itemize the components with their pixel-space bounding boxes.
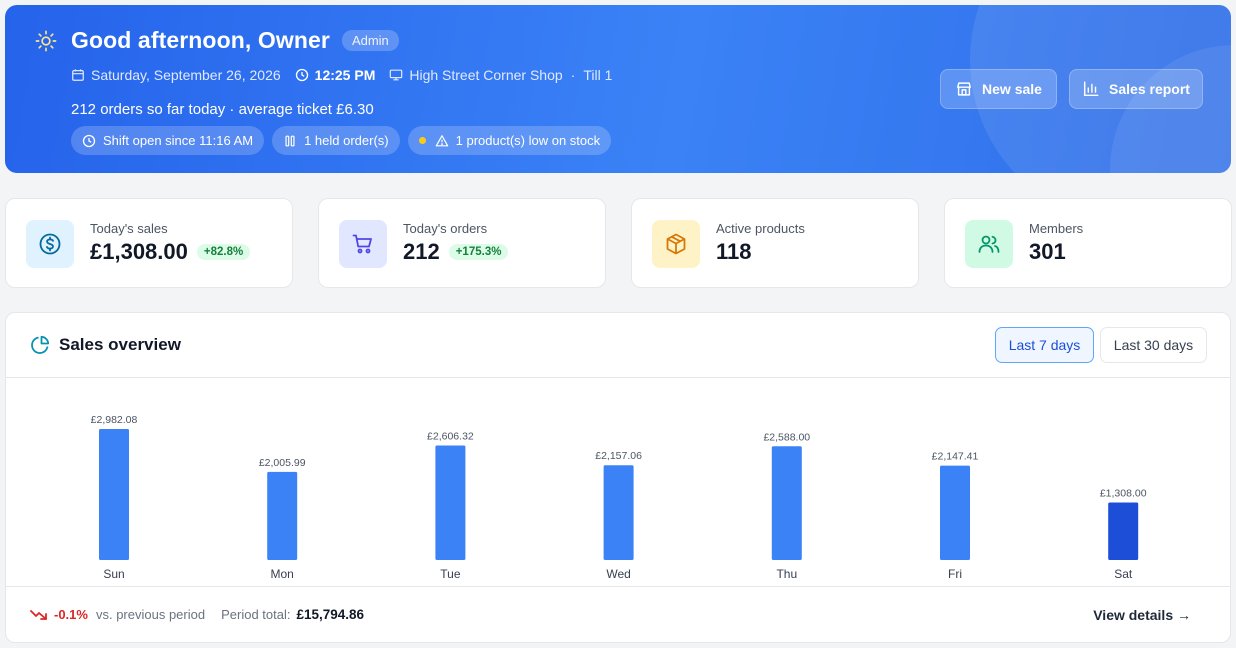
stat-delta-badge: +82.8% — [196, 244, 251, 260]
stat-label: Today's orders — [403, 221, 488, 236]
stat-value-text: 118 — [716, 239, 752, 264]
panel-footer: -0.1% vs. previous period Period total: … — [6, 586, 1230, 642]
x-tick-label: Thu — [776, 567, 797, 581]
x-tick-label: Wed — [606, 567, 630, 581]
sales-overview-panel: Sales overview Last 7 days Last 30 days … — [5, 312, 1231, 643]
session-meta: Saturday, September 26, 2026 12:25 PM Hi… — [71, 67, 612, 83]
low-stock-chip[interactable]: 1 product(s) low on stock — [407, 126, 612, 155]
stat-card-todays-orders: Today's orders 212 +175.3% — [318, 198, 606, 288]
stat-value: £1,308.00 +82.8% — [90, 239, 251, 265]
sales-report-label: Sales report — [1109, 81, 1190, 97]
new-sale-label: New sale — [982, 81, 1042, 97]
warning-icon — [435, 134, 449, 148]
sales-bar-chart: £2,982.08 Sun £2,005.99 Mon £2,606.32 Tue £2,1… — [6, 379, 1230, 586]
bar-value-label: £2,005.99 — [259, 457, 306, 469]
clock-icon — [82, 134, 96, 148]
bar-chart-icon — [1082, 80, 1100, 98]
sun-icon — [35, 30, 57, 52]
trending-down-icon — [30, 608, 48, 622]
bar-wed[interactable] — [603, 465, 634, 560]
role-badge: Admin — [341, 30, 399, 51]
cart-icon — [339, 220, 387, 268]
stat-value: 301 — [1029, 239, 1066, 265]
stat-label: Today's sales — [90, 221, 168, 236]
x-tick-label: Sat — [1114, 567, 1133, 581]
bar-thu[interactable] — [771, 446, 802, 560]
held-orders-label: 1 held order(s) — [304, 133, 389, 148]
sales-report-button[interactable]: Sales report — [1069, 69, 1203, 109]
bar-tue[interactable] — [435, 445, 466, 560]
shift-chip[interactable]: Shift open since 11:16 AM — [71, 126, 265, 155]
dollar-icon — [26, 220, 74, 268]
clock-icon — [295, 68, 309, 82]
users-icon — [965, 220, 1013, 268]
low-stock-dot — [418, 137, 426, 144]
monitor-icon — [389, 68, 403, 82]
calendar-icon — [71, 68, 85, 82]
today-summary: 212 orders so far today · average ticket… — [71, 101, 374, 118]
bar-value-label: £2,147.41 — [932, 451, 979, 463]
bar-value-label: £2,982.08 — [91, 414, 138, 426]
stat-card-todays-sales: Today's sales £1,308.00 +82.8% — [5, 198, 293, 288]
x-tick-label: Tue — [440, 567, 461, 581]
bar-sun[interactable] — [99, 429, 129, 560]
stat-label: Members — [1029, 221, 1084, 236]
decorative-circle — [970, 5, 1231, 173]
x-tick-label: Mon — [271, 567, 294, 581]
bar-sat[interactable] — [1108, 502, 1139, 560]
period-total-value: £15,794.86 — [296, 607, 365, 622]
greeting-title: Good afternoon, Owner — [71, 27, 330, 53]
period-change-caption: vs. previous period — [95, 607, 206, 622]
bar-value-label: £2,588.00 — [763, 431, 810, 443]
current-time: 12:25 PM — [314, 67, 376, 83]
bar-value-label: £2,157.06 — [595, 450, 642, 462]
package-icon — [652, 220, 700, 268]
pause-icon — [283, 134, 297, 148]
welcome-banner: Good afternoon, Owner Admin Saturday, Se… — [5, 5, 1231, 173]
stat-value: 118 — [716, 239, 752, 265]
stat-card-active-products: Active products 118 — [631, 198, 919, 288]
panel-header: Sales overview Last 7 days Last 30 days — [6, 313, 1230, 378]
stat-card-members: Members 301 — [944, 198, 1232, 288]
x-tick-label: Sun — [103, 567, 124, 581]
bar-value-label: £1,308.00 — [1100, 488, 1147, 500]
held-orders-chip[interactable]: 1 held order(s) — [272, 126, 400, 155]
range-last-30-days[interactable]: Last 30 days — [1100, 327, 1207, 363]
stat-value-text: 212 — [403, 239, 440, 264]
greeting-row: Good afternoon, Owner Admin — [35, 27, 399, 54]
view-details-link[interactable]: View details → — [1093, 607, 1191, 623]
stat-value-text: 301 — [1029, 239, 1066, 264]
shift-chip-label: Shift open since 11:16 AM — [103, 133, 254, 148]
bar-value-label: £2,606.32 — [427, 431, 474, 443]
bar-chart-svg: £2,982.08 Sun £2,005.99 Mon £2,606.32 Tue £2,1… — [91, 414, 1147, 581]
stat-value-text: £1,308.00 — [90, 239, 188, 264]
range-last-7-days[interactable]: Last 7 days — [995, 327, 1094, 363]
period-comparison: -0.1% vs. previous period Period total: … — [30, 607, 364, 622]
new-sale-button[interactable]: New sale — [940, 69, 1057, 109]
stat-value: 212 +175.3% — [403, 239, 509, 265]
store-icon — [955, 80, 973, 98]
bar-fri[interactable] — [940, 465, 970, 560]
status-chips: Shift open since 11:16 AM 1 held order(s… — [71, 126, 619, 155]
till-name: Till 1 — [583, 67, 613, 83]
period-change: -0.1% — [54, 607, 88, 622]
x-tick-label: Fri — [948, 567, 962, 581]
meta-separator: · — [570, 67, 576, 83]
bar-mon[interactable] — [267, 471, 298, 560]
stat-delta-badge: +175.3% — [448, 244, 509, 260]
store-name: High Street Corner Shop — [409, 67, 563, 83]
period-total-label: Period total: — [221, 607, 291, 622]
panel-title: Sales overview — [30, 335, 181, 355]
stat-label: Active products — [716, 221, 805, 236]
current-date: Saturday, September 26, 2026 — [91, 67, 281, 83]
low-stock-label: 1 product(s) low on stock — [455, 133, 601, 148]
pie-chart-icon — [30, 335, 59, 355]
panel-title-text: Sales overview — [59, 335, 181, 354]
